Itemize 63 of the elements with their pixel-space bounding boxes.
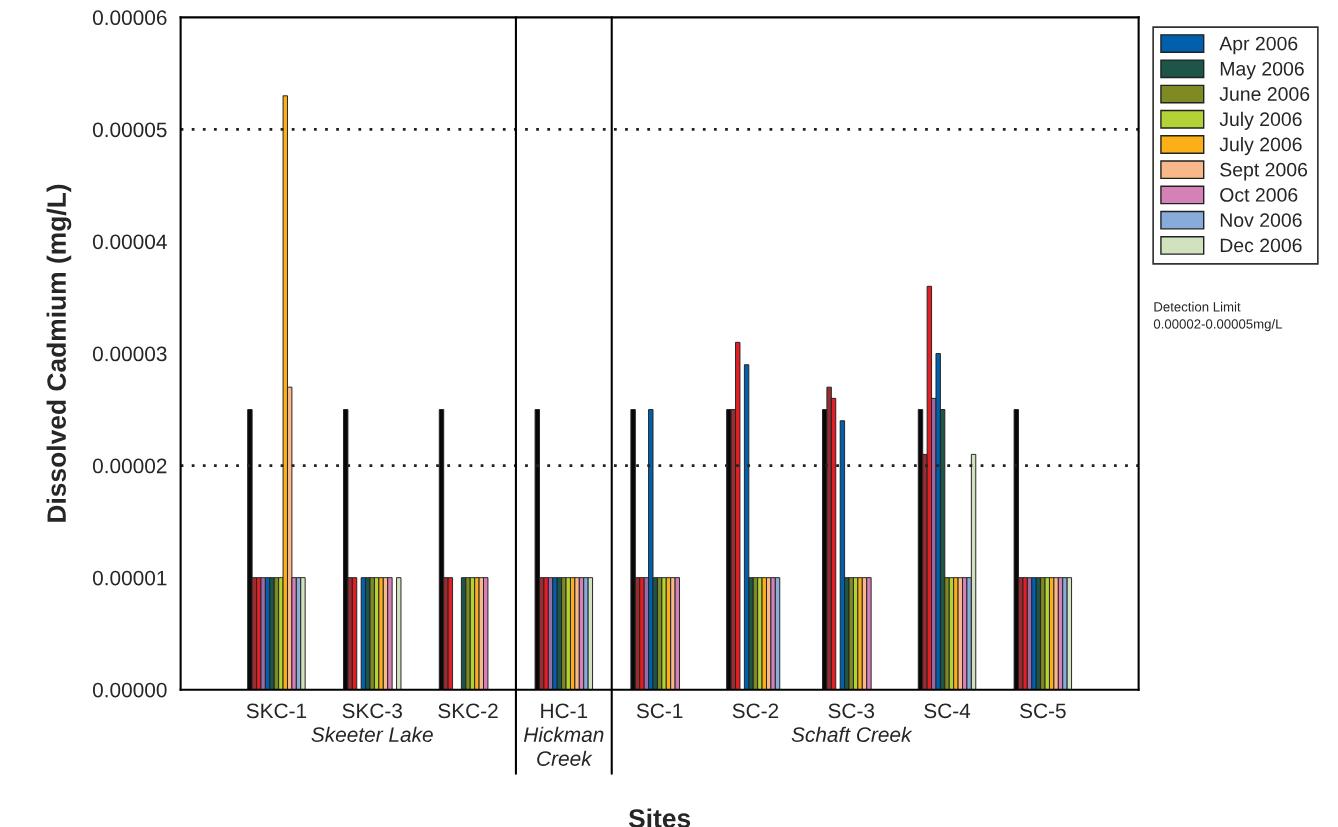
bar bbox=[1044, 577, 1050, 690]
legend-label: July 2006 bbox=[1219, 111, 1302, 130]
legend-label: Dec 2006 bbox=[1220, 238, 1302, 253]
y-tick-label: 0.00002 bbox=[92, 458, 167, 474]
bar bbox=[583, 577, 589, 690]
x-tick-label: SKC-3 bbox=[342, 703, 402, 719]
bar bbox=[565, 577, 571, 690]
y-tick-label: 0.00003 bbox=[92, 346, 167, 362]
bar bbox=[465, 577, 471, 690]
bar bbox=[774, 577, 781, 690]
bar bbox=[1062, 577, 1068, 690]
legend-label: July 2006 bbox=[1219, 137, 1302, 156]
bar bbox=[351, 577, 358, 690]
legend-label: June 2006 bbox=[1219, 87, 1310, 101]
bar bbox=[761, 577, 767, 690]
bar bbox=[661, 577, 667, 690]
bar bbox=[543, 577, 549, 690]
bar bbox=[300, 577, 306, 690]
x-tick-label: SKC-1 bbox=[246, 703, 307, 719]
bar bbox=[857, 577, 863, 690]
bar bbox=[369, 577, 375, 690]
bar bbox=[957, 577, 963, 690]
bar bbox=[587, 577, 594, 690]
bar bbox=[1066, 577, 1073, 690]
legend-label: Oct 2006 bbox=[1220, 188, 1298, 202]
bar bbox=[574, 577, 580, 690]
bar bbox=[269, 577, 275, 690]
y-tick-label: 0.00006 bbox=[92, 10, 167, 26]
text: Schaft Creek bbox=[791, 726, 913, 742]
bar bbox=[396, 577, 402, 690]
y-tick-label: 0.00005 bbox=[92, 122, 167, 138]
x-tick-label: SC-2 bbox=[732, 703, 779, 719]
legend-label: Apr 2006 bbox=[1219, 36, 1298, 55]
x-axis-title: Sites bbox=[628, 808, 691, 827]
bar bbox=[447, 577, 454, 690]
bar bbox=[387, 577, 393, 690]
y-tick-label: 0.00004 bbox=[92, 234, 167, 250]
legend-label: Sept 2006 bbox=[1220, 162, 1308, 181]
text: Hickman Creek bbox=[523, 726, 604, 766]
bar bbox=[674, 577, 681, 690]
bar bbox=[1022, 577, 1028, 690]
x-tick-label: SC-1 bbox=[636, 703, 683, 719]
bar bbox=[848, 577, 854, 690]
y-tick-label: 0.00000 bbox=[92, 682, 167, 698]
bar bbox=[1053, 577, 1059, 690]
legend-label: Nov 2006 bbox=[1220, 213, 1302, 228]
x-tick-label: HC-1 bbox=[541, 703, 588, 719]
y-axis-title: Dissolved Cadmium (mg/L) bbox=[46, 184, 72, 522]
text: Skeeter Lake bbox=[311, 726, 433, 742]
x-tick-label: SC-5 bbox=[1020, 703, 1066, 719]
bar bbox=[1031, 577, 1037, 690]
legend-label: May 2006 bbox=[1220, 61, 1304, 80]
text: Detection Limit 0.00002-0.00005mg/L bbox=[1153, 301, 1283, 332]
bar bbox=[552, 577, 558, 690]
bar bbox=[260, 577, 266, 690]
y-tick-label: 0.00001 bbox=[92, 570, 167, 586]
bar bbox=[378, 577, 384, 690]
bar bbox=[866, 577, 872, 690]
bar bbox=[639, 577, 645, 690]
x-tick-label: SC-3 bbox=[828, 703, 875, 719]
x-tick-label: SKC-2 bbox=[438, 703, 498, 719]
bar bbox=[770, 577, 776, 690]
x-tick-label: SC-4 bbox=[924, 703, 971, 719]
